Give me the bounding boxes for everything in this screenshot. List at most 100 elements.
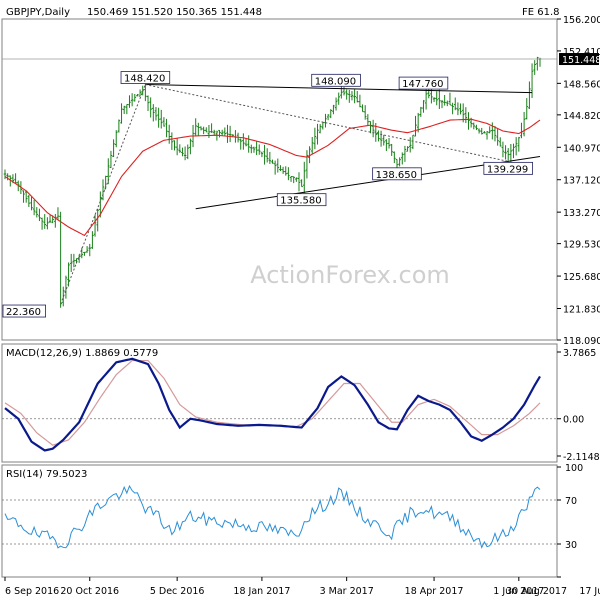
price-bar xyxy=(109,150,113,168)
price-bar xyxy=(88,243,92,257)
price-bar xyxy=(3,169,7,180)
price-bar xyxy=(332,104,335,115)
price-bar xyxy=(419,106,423,117)
price-bar xyxy=(91,231,94,249)
price-bar xyxy=(165,118,168,138)
price-bar xyxy=(223,127,227,136)
price-bar xyxy=(400,152,404,165)
pivot-annotation: 135.580 xyxy=(276,193,327,207)
price-bar xyxy=(130,93,134,107)
pivot-label-box xyxy=(372,167,422,181)
price-bar xyxy=(138,89,142,97)
current-price-box xyxy=(559,53,599,66)
rsi-frame xyxy=(1,464,558,578)
price-bar xyxy=(226,124,229,143)
price-bar xyxy=(46,217,49,230)
price-bar xyxy=(175,137,179,156)
pivot-annotation: 139.299 xyxy=(483,161,533,175)
price-bar xyxy=(6,173,9,181)
price-bar xyxy=(477,128,481,134)
price-tick-label: 133.270 xyxy=(563,208,600,219)
price-bar xyxy=(295,177,298,182)
price-bar xyxy=(334,97,338,111)
price-bar xyxy=(509,143,513,163)
price-bar xyxy=(170,132,174,150)
price-bar xyxy=(114,130,118,148)
price-bar xyxy=(287,167,290,181)
price-bar xyxy=(493,125,497,142)
price-bar xyxy=(504,145,507,160)
price-bar xyxy=(485,130,489,140)
price-bar xyxy=(252,146,256,153)
pivot-label: 139.299 xyxy=(487,164,528,175)
price-bar xyxy=(22,190,25,203)
price-bar xyxy=(197,122,200,136)
price-bar xyxy=(194,118,197,136)
price-bar xyxy=(157,107,160,128)
price-bar xyxy=(8,175,12,187)
resistance-trendline xyxy=(145,84,533,94)
price-bar xyxy=(321,122,325,130)
dotted-trendline-down xyxy=(145,84,509,162)
price-bar xyxy=(438,89,441,109)
price-tick-label: 125.680 xyxy=(563,272,600,283)
price-bar xyxy=(69,253,73,273)
price-bar xyxy=(522,111,526,137)
macd-panel: MACD(12,26,9) 1.8869 0.5779 xyxy=(2,348,557,452)
price-bar xyxy=(178,144,182,153)
price-bar xyxy=(255,140,258,156)
price-bar xyxy=(24,190,28,203)
price-panel: 148.420 148.090 147.760 138.650 135.580 139.2… xyxy=(2,56,557,318)
price-bar xyxy=(144,81,147,102)
price-bar xyxy=(136,94,139,97)
pivot-label: 148.090 xyxy=(315,76,356,87)
price-bar xyxy=(54,213,57,228)
price-bar xyxy=(472,122,476,130)
price-bar xyxy=(202,126,205,135)
watermark: ActionForex.com xyxy=(250,261,450,289)
pivot-annotation: 147.760 xyxy=(398,76,449,90)
price-bar xyxy=(517,136,521,152)
price-bar xyxy=(366,114,370,126)
pivot-label-box xyxy=(120,71,171,84)
price-bar xyxy=(316,123,319,145)
macd-frame xyxy=(1,343,558,463)
price-bar xyxy=(297,172,301,192)
price-bar xyxy=(440,99,444,109)
price-bar xyxy=(422,100,425,113)
pivot-label-box xyxy=(2,304,46,318)
pivot-label-box xyxy=(311,73,361,87)
pivot-label-box xyxy=(483,161,533,175)
price-bar xyxy=(326,114,330,121)
rsi-tick-label: 100 xyxy=(565,463,583,474)
price-bar xyxy=(181,147,184,157)
price-bar xyxy=(443,95,446,106)
price-bar xyxy=(99,191,102,218)
price-bar xyxy=(257,144,261,155)
rsi-title: RSI(14) 79.5023 xyxy=(6,469,87,480)
price-bar xyxy=(456,102,460,116)
x-tick-label: 17 Jul 2017 xyxy=(579,586,600,597)
price-bar xyxy=(387,137,391,149)
price-tick-label: 121.830 xyxy=(563,304,600,315)
price-tick-label: 148.560 xyxy=(563,79,600,90)
price-bar xyxy=(350,91,354,101)
price-tick-label: 118.090 xyxy=(563,336,600,347)
price-bar xyxy=(382,134,386,146)
pivot-annotation: 148.420 xyxy=(120,71,171,85)
price-bar xyxy=(393,151,396,164)
x-tick-label: 6 Sep 2016 xyxy=(5,586,59,597)
price-bar xyxy=(475,124,478,131)
price-bar xyxy=(414,115,417,137)
price-bar xyxy=(183,146,187,161)
price-tick-label: 152.410 xyxy=(563,47,600,58)
price-bar xyxy=(467,112,470,130)
price-bar xyxy=(30,196,33,211)
price-bar xyxy=(146,95,150,111)
price-bar xyxy=(43,214,47,229)
x-tick-label: 1 Jun 2017 xyxy=(493,586,544,597)
pivot-annotation: 138.650 xyxy=(372,167,422,181)
price-bar xyxy=(528,81,531,110)
macd-tick-label: 0.00 xyxy=(563,415,584,426)
